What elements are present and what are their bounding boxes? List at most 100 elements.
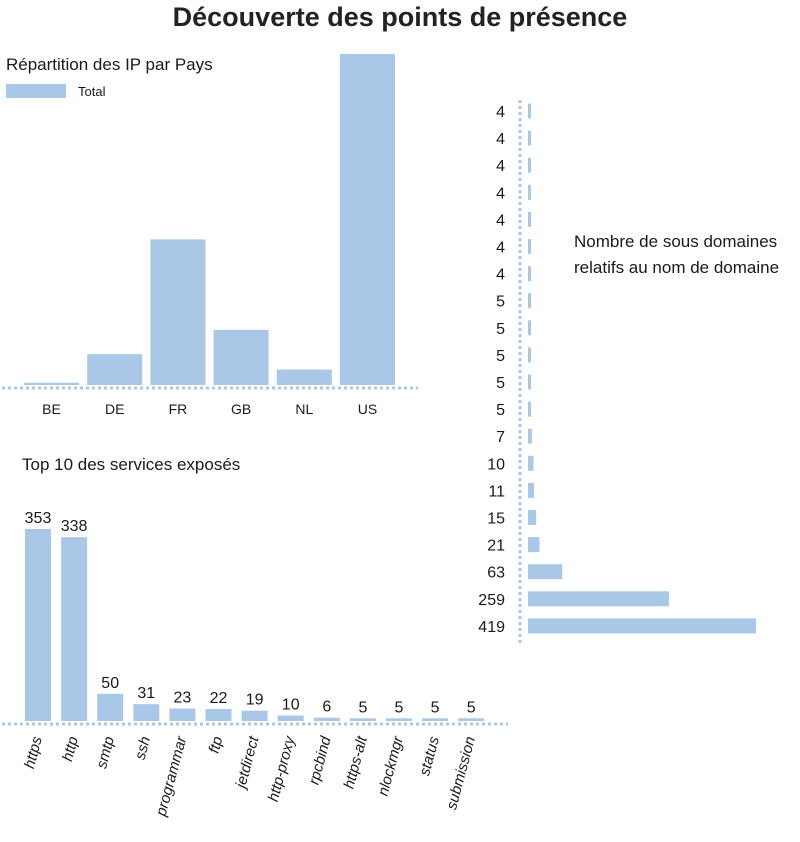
service-tick-label: rpcbind — [306, 734, 335, 787]
service-tick-label: https-alt — [341, 734, 371, 791]
service-bar-https-alt — [349, 718, 376, 721]
legend-swatch — [6, 84, 66, 98]
subdomain-tick-label: 4 — [496, 185, 505, 202]
country-bar-be — [24, 382, 79, 385]
subdomain-bar — [528, 374, 531, 390]
service-bar-ssh — [133, 704, 160, 721]
subdomain-tick-label: 4 — [496, 267, 505, 284]
subdomain-tick-label: 5 — [496, 375, 505, 392]
service-data-label: 19 — [246, 692, 264, 709]
subdomain-bar — [528, 211, 531, 227]
subdomain-tick-label: 4 — [496, 212, 505, 229]
service-data-label: 31 — [137, 685, 155, 702]
subdomain-tick-label: 10 — [487, 456, 505, 473]
subdomain-tick-label: 419 — [478, 619, 505, 636]
subdomain-tick-label: 4 — [496, 240, 505, 257]
country-bar-nl — [276, 369, 332, 385]
service-data-label: 5 — [431, 699, 440, 716]
subdomain-tick-label: 4 — [496, 104, 505, 121]
country-tick-label: US — [358, 401, 377, 417]
service-tick-label: smtp — [93, 735, 118, 771]
subdomain-bar — [528, 537, 540, 553]
subdomain-tick-label: 4 — [496, 158, 505, 175]
subdomain-tick-label: 5 — [496, 294, 505, 311]
service-tick-label: http-proxy — [265, 733, 299, 803]
subdomain-bar — [528, 455, 534, 471]
service-tick-label: nlockmgr — [375, 734, 407, 798]
country-bar-de — [87, 354, 143, 385]
service-bar-rpcbind — [313, 717, 340, 721]
service-tick-label: https — [21, 734, 46, 770]
service-tick-label: ftp — [206, 735, 227, 756]
subdomain-bar — [528, 401, 531, 417]
service-data-label: 50 — [101, 675, 119, 692]
service-bar-http-proxy — [277, 715, 304, 721]
subdomain-tick-label: 5 — [496, 402, 505, 419]
subdomain-bar — [528, 239, 531, 254]
subdomain-tick-label: 4 — [496, 131, 505, 148]
service-bar-http — [61, 537, 88, 721]
subdomain-bar — [528, 266, 531, 282]
service-bar-jetdirect — [241, 710, 268, 721]
subdomain-tick-label: 5 — [496, 321, 505, 338]
service-data-label: 23 — [174, 689, 192, 706]
services-chart-title: Top 10 des services exposés — [22, 455, 240, 474]
subdomain-bar — [528, 103, 531, 119]
subdomain-chart-title-line-1: Nombre de sous domaines — [574, 232, 777, 251]
service-data-label: 353 — [25, 510, 52, 527]
service-data-label: 22 — [210, 690, 228, 707]
subdomain-bar — [528, 618, 756, 634]
subdomain-chart-title-line-2: relatifs au nom de domaine — [574, 258, 779, 277]
country-chart-title: Répartition des IP par Pays — [6, 55, 213, 74]
subdomain-bar — [528, 130, 531, 146]
country-tick-label: BE — [42, 401, 61, 417]
service-tick-label: submission — [443, 735, 479, 812]
subdomain-bar — [528, 482, 534, 498]
legend-label: Total — [78, 84, 106, 99]
service-data-label: 6 — [322, 699, 331, 716]
service-bar-submission — [458, 718, 485, 721]
service-data-label: 5 — [395, 699, 404, 716]
service-tick-label: jetdirect — [232, 734, 263, 792]
subdomain-tick-label: 5 — [496, 348, 505, 365]
country-bar-gb — [213, 329, 269, 385]
service-bar-status — [422, 718, 449, 721]
service-tick-label: programmar — [152, 734, 190, 819]
service-tick-label: http — [59, 735, 82, 764]
subdomain-tick-label: 15 — [487, 511, 505, 528]
service-bar-smtp — [97, 693, 124, 721]
subdomain-bar — [528, 293, 531, 309]
subdomain-bar — [528, 157, 531, 173]
service-bar-ftp — [205, 709, 232, 721]
service-data-label: 5 — [358, 699, 367, 716]
service-tick-label: status — [416, 734, 443, 778]
subdomain-bar — [528, 347, 531, 363]
country-tick-label: NL — [295, 401, 313, 417]
subdomain-bar — [528, 510, 537, 525]
subdomain-tick-label: 259 — [478, 592, 505, 609]
subdomain-tick-label: 63 — [487, 565, 505, 582]
service-data-label: 10 — [282, 697, 300, 714]
country-tick-label: GB — [231, 401, 251, 417]
subdomain-bar — [528, 564, 563, 580]
service-bar-programmar — [169, 708, 196, 721]
subdomain-tick-label: 11 — [488, 483, 505, 500]
service-bar-https — [25, 529, 51, 721]
subdomain-bar — [528, 320, 531, 336]
service-data-label: 5 — [467, 699, 476, 716]
subdomain-tick-label: 7 — [496, 429, 505, 446]
page-title: Découverte des points de présence — [172, 2, 628, 32]
country-tick-label: DE — [105, 401, 124, 417]
country-tick-label: FR — [169, 401, 188, 417]
service-tick-label: ssh — [132, 735, 154, 762]
subdomain-bar — [528, 184, 531, 200]
service-bar-nlockmgr — [386, 718, 412, 721]
service-data-label: 338 — [61, 518, 88, 535]
subdomain-bar — [528, 428, 532, 444]
country-bar-us — [340, 54, 395, 385]
subdomain-tick-label: 21 — [487, 538, 505, 555]
country-bar-fr — [150, 239, 206, 385]
